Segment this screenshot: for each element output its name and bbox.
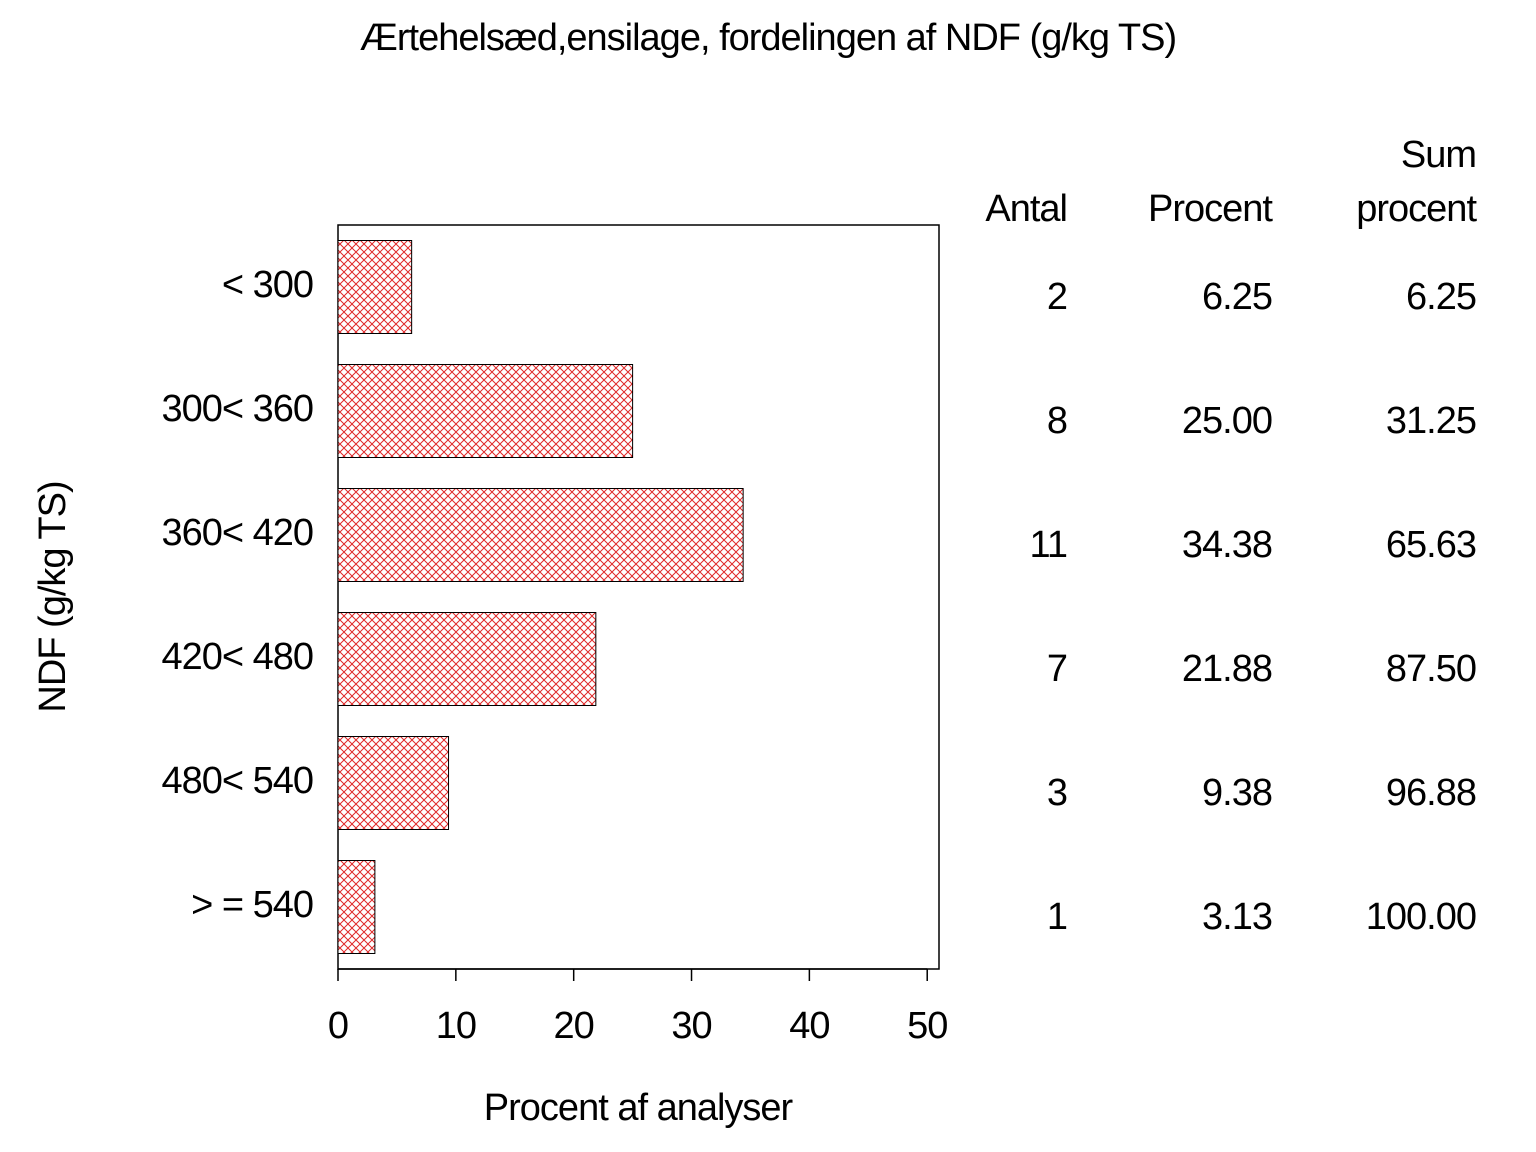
- x-tick-label: 40: [789, 1005, 829, 1047]
- y-tick-label: 360< 420: [161, 512, 313, 554]
- x-tick-label: 0: [328, 1005, 348, 1047]
- y-tick-label: < 300: [222, 264, 313, 306]
- table-header: Procent: [1148, 188, 1273, 230]
- x-tick-label: 30: [671, 1005, 711, 1047]
- bar: [337, 364, 634, 458]
- y-tick-label: 420< 480: [161, 636, 313, 678]
- x-axis-label: Procent af analyser: [484, 1087, 794, 1129]
- table-cumulative: 96.88: [1386, 772, 1476, 814]
- table-header: procent: [1356, 188, 1477, 230]
- bar: [337, 860, 376, 954]
- table-count: 2: [1047, 276, 1067, 318]
- y-tick-label: > = 540: [191, 884, 313, 926]
- y-tick-label: 300< 360: [161, 388, 313, 430]
- table-count: 8: [1047, 400, 1067, 442]
- table-cumulative: 87.50: [1386, 648, 1476, 690]
- table-count: 11: [1030, 524, 1067, 566]
- plot-frame: [337, 224, 940, 970]
- table-header: Antal: [985, 188, 1067, 230]
- chart-title: Ærtehelsæd,ensilage, fordelingen af NDF …: [360, 17, 1176, 59]
- table-percent: 3.13: [1202, 896, 1272, 938]
- y-axis-label: NDF (g/kg TS): [32, 481, 74, 712]
- bar: [337, 240, 413, 334]
- x-tick-label: 50: [907, 1005, 947, 1047]
- bar: [337, 612, 597, 706]
- table-cumulative: 31.25: [1386, 400, 1476, 442]
- table-header: Sum: [1401, 134, 1476, 176]
- table-percent: 34.38: [1182, 524, 1272, 566]
- table-cumulative: 65.63: [1386, 524, 1476, 566]
- x-tick-label: 20: [554, 1005, 594, 1047]
- table-percent: 6.25: [1202, 276, 1272, 318]
- table-cumulative: 6.25: [1406, 276, 1476, 318]
- table-percent: 21.88: [1182, 648, 1272, 690]
- bar: [337, 488, 744, 582]
- table-count: 7: [1047, 648, 1067, 690]
- table-count: 3: [1047, 772, 1067, 814]
- table-percent: 9.38: [1202, 772, 1272, 814]
- x-tick-label: 10: [436, 1005, 476, 1047]
- table-percent: 25.00: [1182, 400, 1272, 442]
- y-tick-label: 480< 540: [161, 760, 313, 802]
- table-count: 1: [1047, 896, 1067, 938]
- table-cumulative: 100.00: [1366, 896, 1476, 938]
- bar: [337, 736, 450, 830]
